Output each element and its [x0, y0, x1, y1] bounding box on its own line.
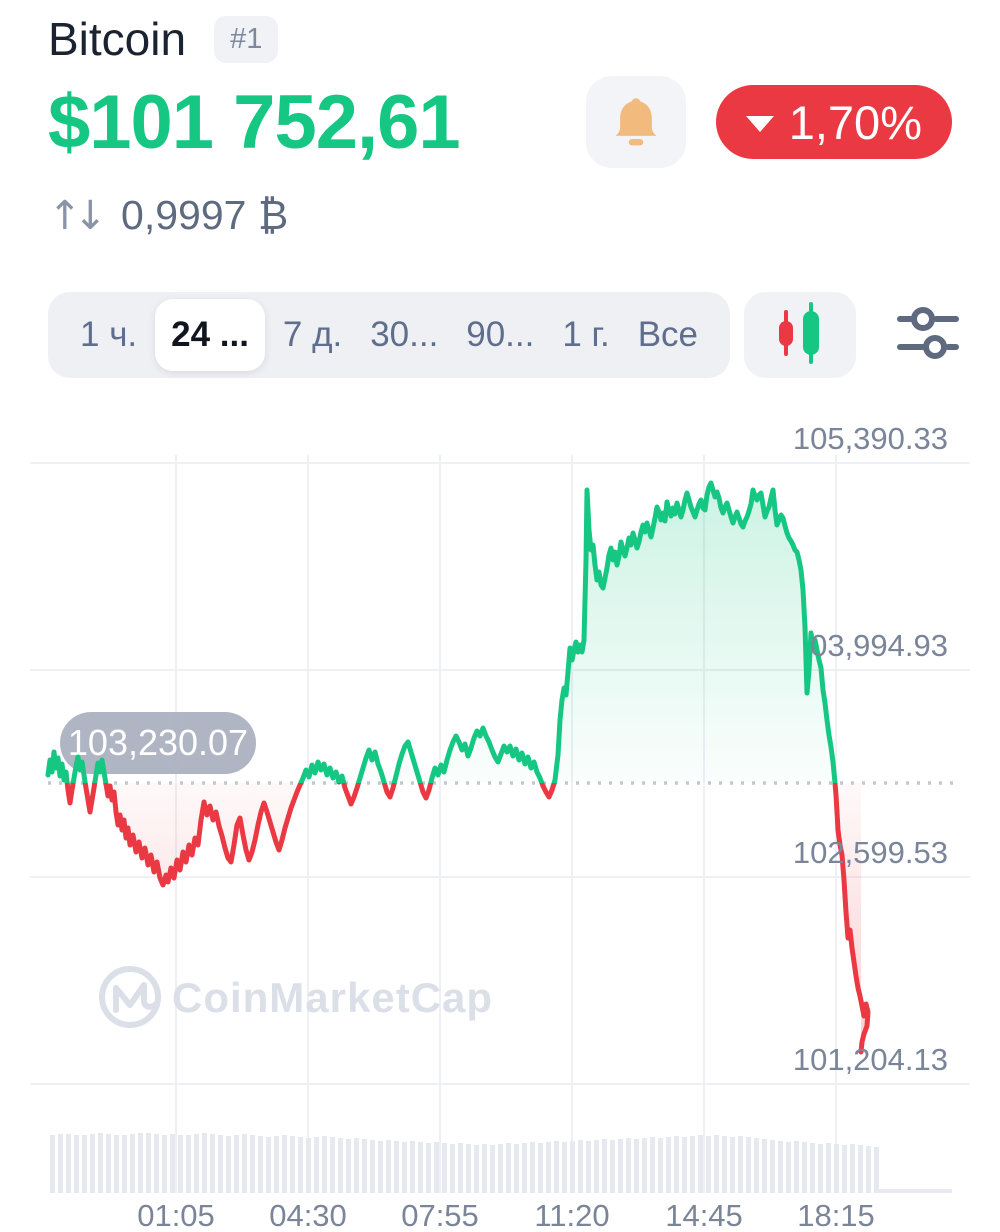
- change-percent: 1,70%: [788, 95, 922, 149]
- watermark-text: CoinMarketCap: [172, 974, 493, 1021]
- x-axis-label-0: 01:05: [137, 1198, 215, 1232]
- conversion-row: ↑↓ 0,9997 ₿: [48, 192, 288, 239]
- range-tab-2[interactable]: 7 д.: [282, 315, 343, 354]
- coin-price: $101 752,61: [48, 79, 461, 165]
- y-axis-label-3: 101,204.13: [792, 1042, 948, 1077]
- x-axis-label-3: 11:20: [534, 1198, 610, 1232]
- range-tab-4[interactable]: 90...: [466, 315, 535, 354]
- x-axis-label-5: 18:15: [797, 1198, 875, 1232]
- swap-vertical-icon: ↑↓: [48, 192, 107, 239]
- conversion-value: 0,9997 ₿: [121, 192, 289, 238]
- x-axis-label-1: 04:30: [269, 1198, 347, 1232]
- y-axis-label-2: 102,599.53: [792, 835, 948, 870]
- range-tab-6[interactable]: Все: [637, 315, 698, 354]
- rank-badge: #1: [214, 15, 279, 63]
- range-tab-5[interactable]: 1 г.: [562, 315, 610, 354]
- chart-toolbar: 1 ч. 24 ... 7 д. 30... 90... 1 г. Все: [48, 292, 960, 378]
- price-row: $101 752,61 1,70%: [48, 76, 952, 168]
- change-badge: 1,70%: [715, 85, 952, 159]
- sliders-icon: [896, 303, 962, 368]
- header: Bitcoin #1: [48, 12, 279, 66]
- y-axis-label-1: 03,994.93: [810, 628, 948, 663]
- price-alert-button[interactable]: [585, 76, 686, 168]
- range-selector: 1 ч. 24 ... 7 д. 30... 90... 1 г. Все: [48, 292, 730, 378]
- range-tab-0[interactable]: 1 ч.: [80, 315, 138, 354]
- triangle-down-icon: [745, 116, 774, 132]
- x-axis-label-4: 14:45: [665, 1198, 743, 1232]
- coin-title: Bitcoin: [48, 13, 187, 65]
- range-tab-3[interactable]: 30...: [370, 315, 439, 354]
- bell-icon: [607, 91, 665, 154]
- candlestick-toggle-button[interactable]: [744, 292, 856, 378]
- svg-text:103,230.07: 103,230.07: [68, 722, 248, 763]
- price-tooltip: 103,230.07: [60, 712, 256, 774]
- y-axis-label-0: 105,390.33: [792, 421, 948, 456]
- chart-settings-button[interactable]: [896, 303, 962, 368]
- range-tab-1[interactable]: 24 ...: [155, 299, 265, 371]
- x-axis-label-2: 07:55: [401, 1198, 479, 1232]
- candlestick-chart-icon: [773, 301, 827, 369]
